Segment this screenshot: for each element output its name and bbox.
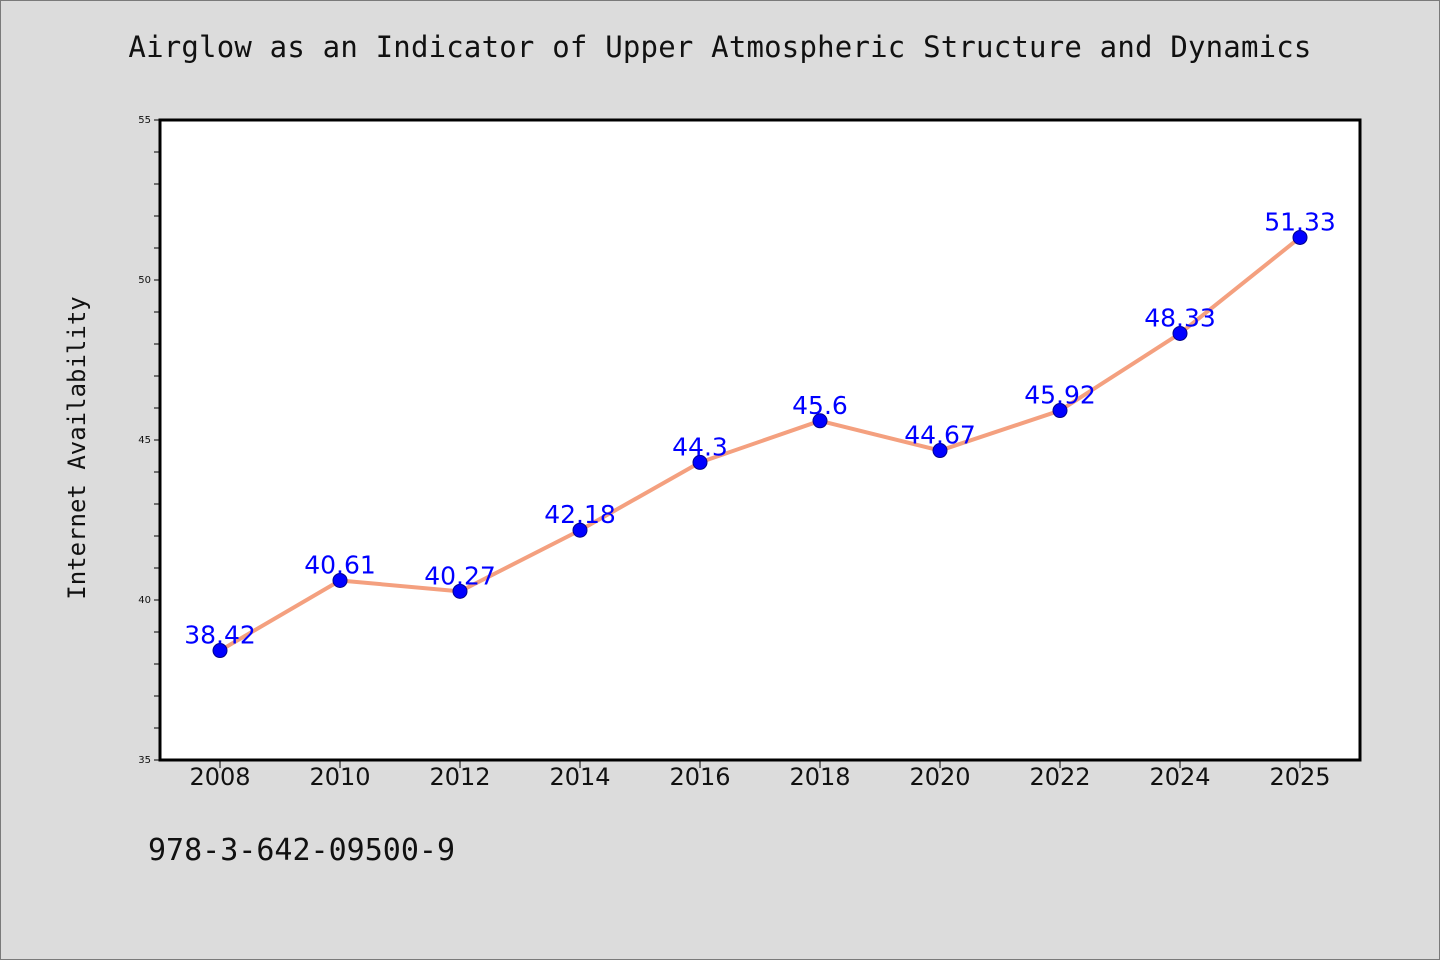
data-point [932,443,948,459]
data-point [332,572,348,588]
data-point [212,643,228,659]
plot-border [158,118,1362,762]
y-tick-label: 55 [138,115,151,126]
y-tick-label: 50 [138,275,151,286]
x-tick-label: 2012 [429,763,490,791]
x-tick-label: 2018 [789,763,850,791]
footnote-isbn: 978-3-642-09500-9 [148,833,456,868]
y-tick-label: 45 [138,435,151,446]
data-label: 42.18 [544,500,616,529]
data-label: 38.42 [184,621,256,650]
y-tick-label: 40 [138,595,151,606]
x-tick-label: 2024 [1149,763,1210,791]
data-point [452,583,468,599]
data-point [1172,325,1188,341]
data-label: 45.6 [792,391,848,420]
data-point [572,522,588,538]
data-point [1292,229,1308,245]
data-point [812,413,828,429]
data-label: 45.92 [1024,381,1096,410]
x-tick-label: 2025 [1269,763,1330,791]
data-label: 44.67 [904,421,976,450]
data-point [692,454,708,470]
x-tick-label: 2010 [309,763,370,791]
data-point [1052,403,1068,419]
x-tick-label: 2008 [189,763,250,791]
x-tick-label: 2022 [1029,763,1090,791]
data-label: 51.33 [1264,207,1336,236]
x-tick-label: 2020 [909,763,970,791]
chart-title: Airglow as an Indicator of Upper Atmosph… [128,30,1312,64]
y-tick-label: 35 [138,755,151,766]
data-label: 40.61 [304,550,376,579]
data-label: 40.27 [424,561,496,590]
series-line [218,235,1302,653]
x-tick-label: 2014 [549,763,610,791]
x-tick-label: 2016 [669,763,730,791]
data-label: 44.3 [672,432,728,461]
data-label: 48.33 [1144,303,1216,332]
